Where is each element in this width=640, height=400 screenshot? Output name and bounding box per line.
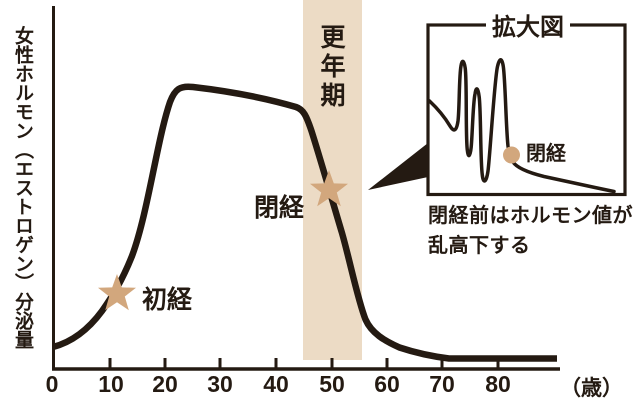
x-tick-label-60: 60 xyxy=(374,371,400,397)
x-tick-label-80: 80 xyxy=(485,371,511,397)
x-tick-label-0: 0 xyxy=(45,371,59,397)
menopause-band-label: 更年期 xyxy=(317,24,345,111)
menopause-label: 閉経 xyxy=(254,194,305,222)
x-tick-label-30: 30 xyxy=(207,371,233,397)
inset-menopause-label: 閉経 xyxy=(526,143,566,165)
menarche-label: 初経 xyxy=(142,286,193,314)
x-axis-unit-label: （歳） xyxy=(560,377,623,400)
x-tick-label-40: 40 xyxy=(263,371,289,397)
x-tick-label-10: 10 xyxy=(98,371,124,397)
inset-menopause-dot xyxy=(503,146,520,164)
x-tick-label-20: 20 xyxy=(152,371,178,397)
inset-box xyxy=(426,23,627,197)
menopause-star xyxy=(310,170,348,207)
inset-caption-line2: 乱高下する xyxy=(428,235,531,257)
x-tick-label-50: 50 xyxy=(319,371,345,397)
menarche-star xyxy=(98,274,136,311)
y-axis-label: 女性ホルモン（エストロゲン）分泌量 xyxy=(12,26,33,349)
inset-caption: 閉経前はホルモン値が 乱高下する xyxy=(428,201,633,261)
inset-caption-line1: 閉経前はホルモン値が xyxy=(428,205,633,227)
inset-title: 拡大図 xyxy=(486,14,570,42)
callout-wedge xyxy=(368,143,428,190)
x-tick-label-70: 70 xyxy=(429,371,455,397)
estrogen-curve xyxy=(52,83,557,362)
